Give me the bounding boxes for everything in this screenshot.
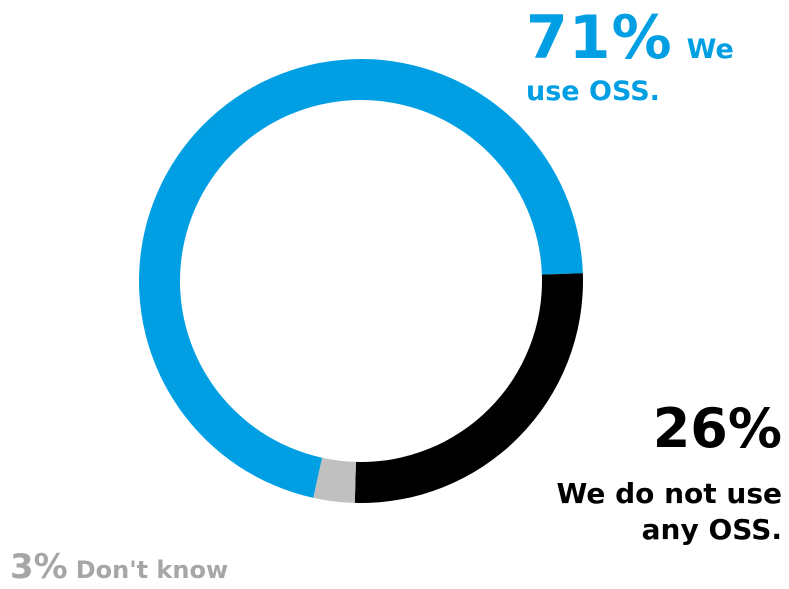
donut-slice-dont-know — [313, 457, 356, 503]
label-use-oss: 71% We use OSS. — [526, 8, 766, 105]
donut-slice-no-oss — [354, 273, 583, 503]
label-no-oss-percent: 26% — [652, 397, 782, 460]
label-dont-know-text: Don't know — [75, 556, 229, 584]
label-use-oss-text-line2: use OSS. — [526, 76, 660, 107]
label-no-oss: 26% We do not use any OSS. — [482, 402, 782, 549]
label-no-oss-text-line1: We do not use — [556, 477, 782, 510]
label-dont-know-percent: 3% — [10, 547, 68, 587]
label-no-oss-text-line2: any OSS. — [641, 513, 782, 547]
label-dont-know: 3% Don't know — [10, 550, 228, 584]
label-use-oss-text-line1: We — [686, 34, 734, 65]
label-use-oss-percent: 71% — [526, 3, 673, 73]
